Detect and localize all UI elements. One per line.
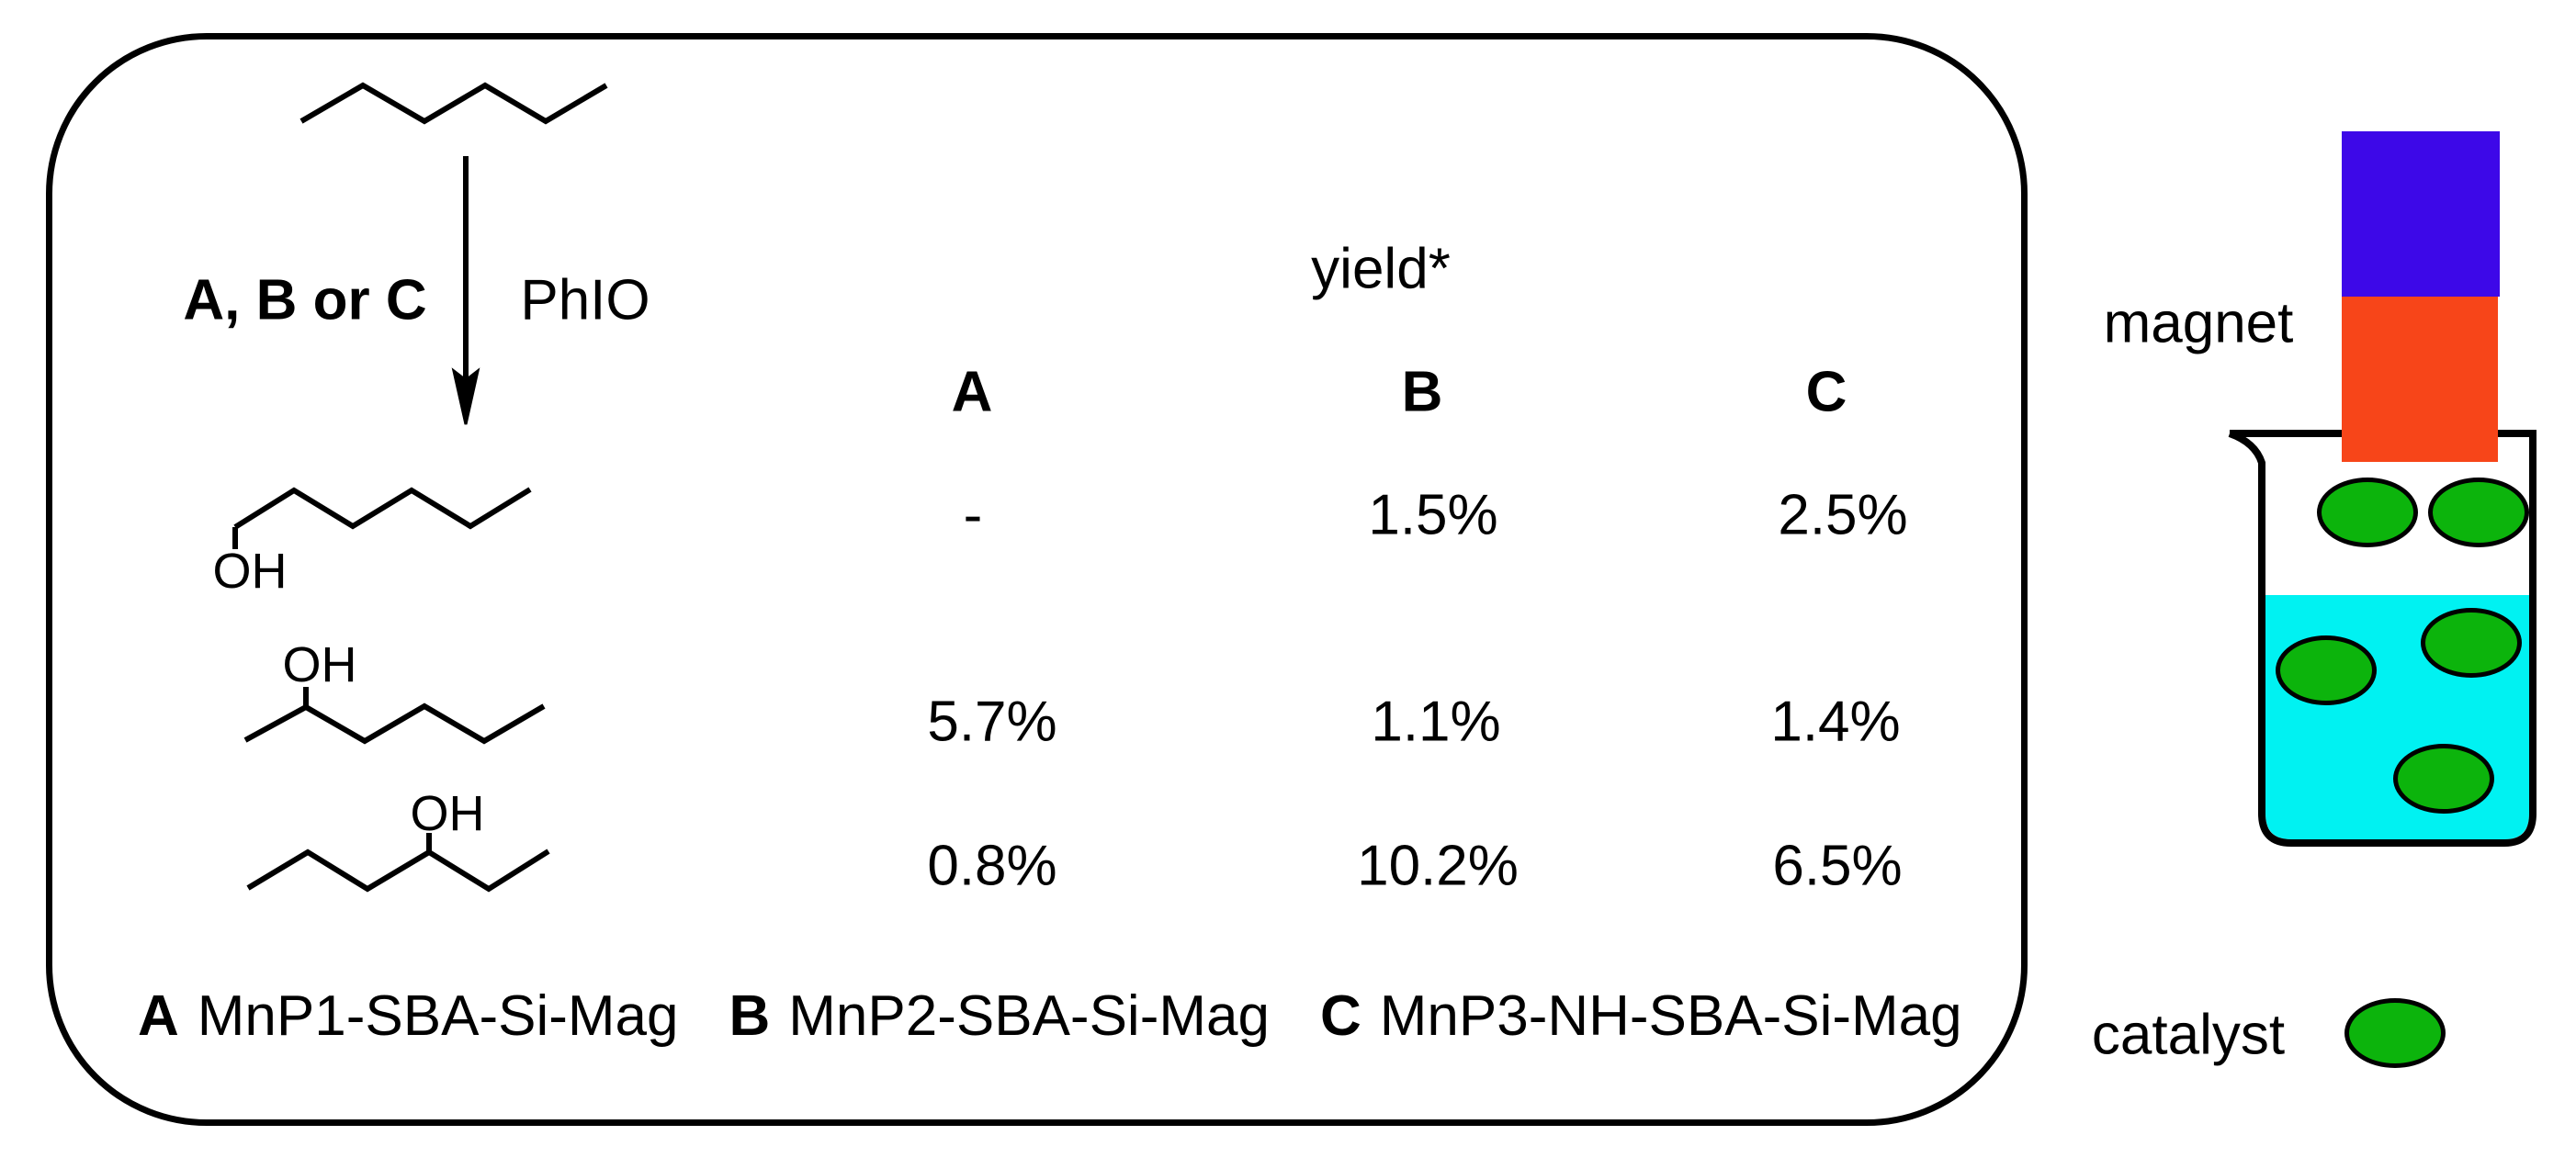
catalyst-particle-2: [2428, 478, 2529, 547]
hexanol3-structure: [246, 833, 550, 893]
column-header-c: C: [1805, 360, 1847, 424]
yield-p1-c: 2.5%: [1778, 483, 1908, 547]
hexane-skeleton: [299, 82, 608, 125]
hexanol1-structure: [232, 487, 532, 549]
yield-p2-a: 5.7%: [927, 690, 1057, 754]
hexanol2-oh-label: OH: [282, 637, 357, 692]
catalyst-particle-4: [2421, 608, 2522, 678]
yield-p3-b: 10.2%: [1357, 834, 1519, 898]
legend-key-c: C: [1319, 984, 1361, 1048]
arrow-head: [451, 367, 480, 425]
column-header-b: B: [1401, 360, 1443, 424]
legend-key-b: B: [729, 984, 771, 1048]
catalyst-particle-1: [2317, 478, 2418, 547]
yield-p1-b: 1.5%: [1368, 483, 1498, 547]
catalyst-legend-swatch: [2344, 998, 2446, 1068]
catalyst-label: catalyst: [2091, 1003, 2286, 1067]
magnet-north-pole: [2342, 131, 2500, 297]
catalyst-options-label: A, B or C: [183, 268, 427, 332]
scheme-panel: [46, 33, 2028, 1126]
catalyst-particle-3: [2276, 635, 2377, 705]
yield-p2-b: 1.1%: [1371, 690, 1501, 754]
hexane-structure: [299, 82, 608, 125]
magnet-south-pole: [2342, 297, 2498, 462]
beaker: [2228, 430, 2536, 847]
hexanol2-structure: [243, 687, 546, 745]
yield-p1-a: -: [963, 483, 983, 547]
legend-item-c: C MnP3-NH-SBA-Si-Mag: [1320, 984, 1962, 1049]
legend-item-b: B MnP2-SBA-Si-Mag: [729, 984, 1269, 1049]
hexanol3-skeleton: [246, 849, 550, 893]
hexanol1-skeleton: [233, 487, 532, 530]
legend-key-a: A: [138, 984, 179, 1048]
reaction-arrow: [451, 156, 480, 425]
column-header-a: A: [951, 360, 993, 424]
beaker-outline: [2228, 430, 2536, 847]
yield-p3-a: 0.8%: [927, 834, 1057, 898]
legend-name-c: MnP3-NH-SBA-Si-Mag: [1379, 984, 1962, 1048]
magnet-label: magnet: [2103, 291, 2294, 355]
yield-p3-c: 6.5%: [1772, 834, 1903, 898]
legend-name-b: MnP2-SBA-Si-Mag: [788, 984, 1270, 1048]
hexanol3-oh-label: OH: [410, 786, 485, 841]
hexanol1-oh-label: OH: [212, 544, 288, 599]
catalyst-particle-5: [2393, 744, 2494, 814]
catalyst-legend: A MnP1-SBA-Si-Mag B MnP2-SBA-Si-Mag C Mn…: [138, 984, 1962, 1049]
hexanol2-skeleton: [243, 703, 546, 745]
oxidant-label: PhIO: [520, 268, 650, 332]
yield-p2-c: 1.4%: [1770, 690, 1901, 754]
legend-item-a: A MnP1-SBA-Si-Mag: [138, 984, 678, 1049]
yield-header: yield*: [1311, 237, 1451, 301]
legend-name-a: MnP1-SBA-Si-Mag: [197, 984, 679, 1048]
